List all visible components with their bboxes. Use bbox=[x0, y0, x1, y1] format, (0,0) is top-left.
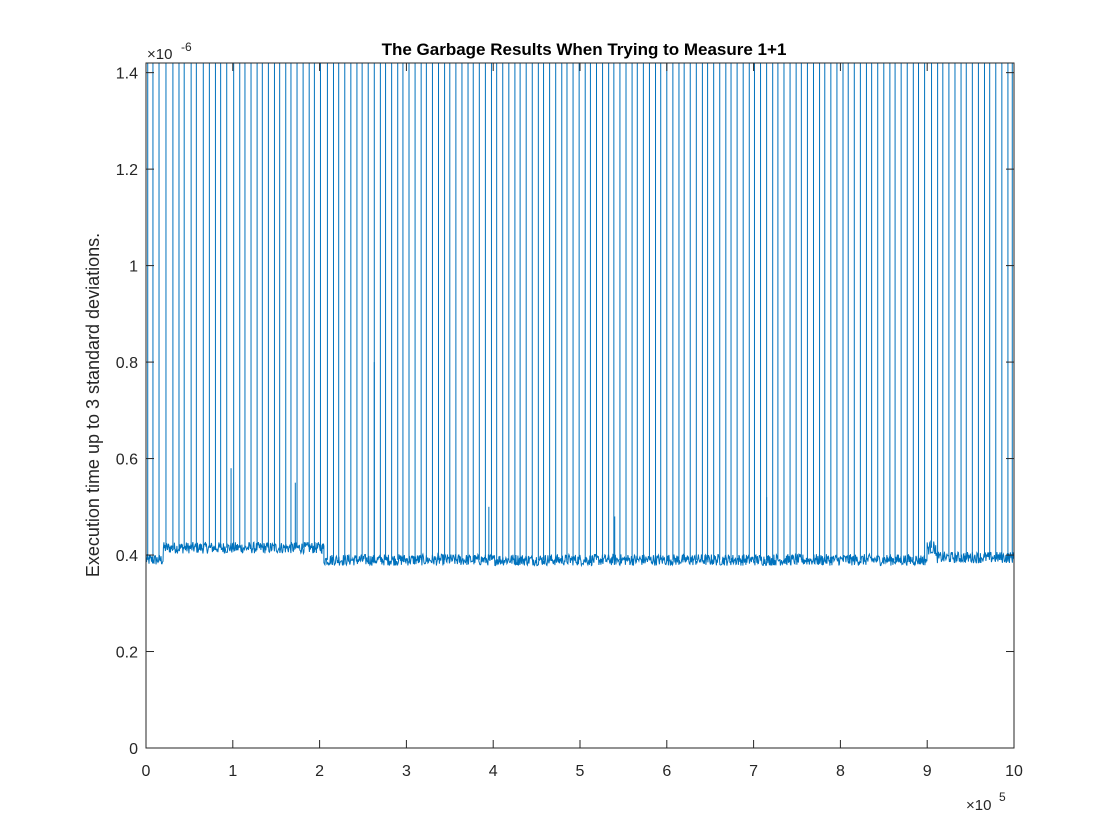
x-tick-label: 8 bbox=[836, 763, 845, 780]
series-noise-band bbox=[145, 539, 1015, 568]
y-tick-label: 0.8 bbox=[116, 355, 138, 372]
y-axis-exponent: ×10 -6 bbox=[147, 40, 192, 63]
y-tick-label: 1.4 bbox=[116, 66, 138, 83]
x-tick-label: 2 bbox=[315, 763, 324, 780]
x-tick-label: 3 bbox=[402, 763, 411, 780]
x-exponent-base: ×10 bbox=[966, 797, 991, 814]
x-tick-label: 4 bbox=[489, 763, 498, 780]
x-axis-ticks: 0 1 2 3 4 5 6 7 8 9 10 bbox=[142, 63, 1023, 780]
x-tick-label: 0 bbox=[142, 763, 151, 780]
plot-area bbox=[145, 62, 1015, 749]
x-tick-label: 5 bbox=[576, 763, 585, 780]
x-tick-label: 9 bbox=[923, 763, 932, 780]
y-tick-label: 1 bbox=[129, 259, 138, 276]
x-tick-label: 6 bbox=[662, 763, 671, 780]
y-exponent-power: -6 bbox=[181, 40, 192, 54]
y-exponent-base: ×10 bbox=[147, 46, 172, 63]
x-tick-label: 7 bbox=[749, 763, 758, 780]
y-axis-ticks: 0 0.2 0.4 0.6 0.8 1 1.2 1.4 bbox=[116, 66, 1014, 758]
x-tick-label: 1 bbox=[228, 763, 237, 780]
y-tick-label: 1.2 bbox=[116, 162, 138, 179]
y-tick-label: 0.4 bbox=[116, 548, 138, 565]
chart-title: The Garbage Results When Trying to Measu… bbox=[382, 40, 787, 59]
y-tick-label: 0.6 bbox=[116, 452, 138, 469]
x-exponent-power: 5 bbox=[999, 790, 1006, 804]
y-tick-label: 0 bbox=[129, 741, 138, 758]
y-axis-label: Execution time up to 3 standard deviatio… bbox=[83, 233, 103, 577]
series-layer bbox=[145, 63, 1015, 568]
y-tick-label: 0.2 bbox=[116, 645, 138, 662]
x-axis-exponent: ×10 5 bbox=[966, 790, 1006, 814]
x-tick-label: 10 bbox=[1005, 763, 1023, 780]
